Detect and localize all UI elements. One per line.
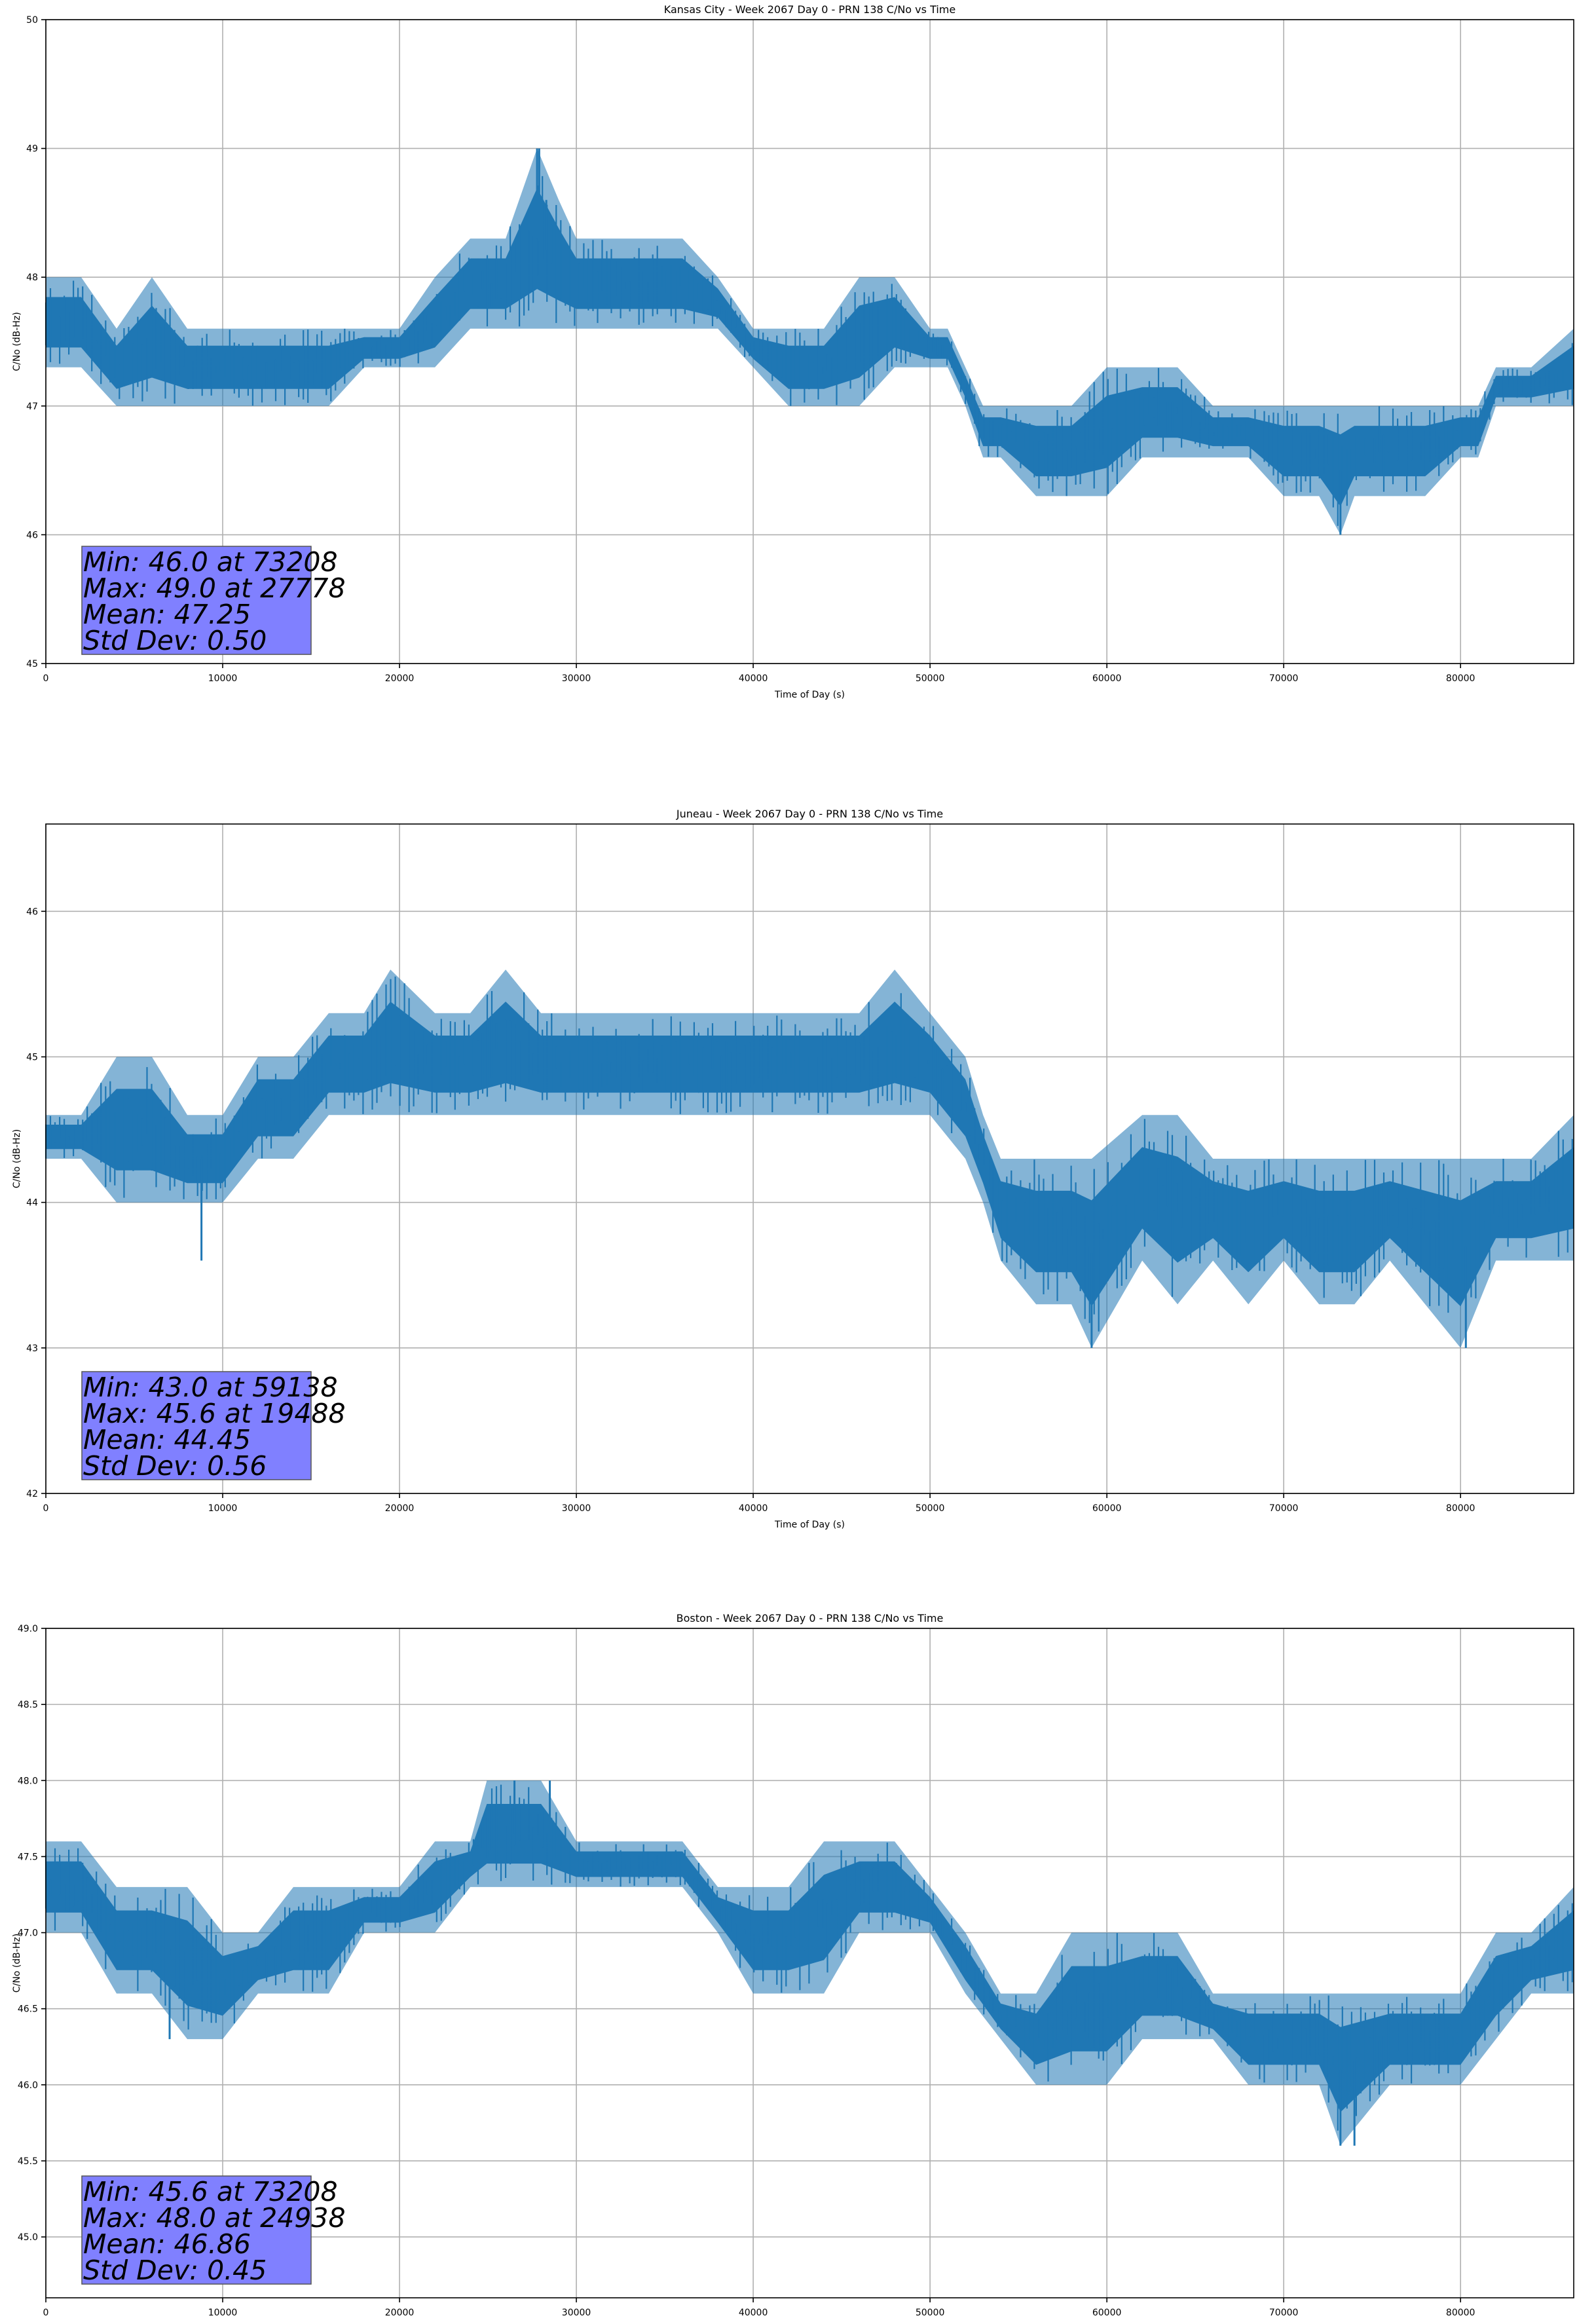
x-tick-label: 0 [43, 2308, 49, 2318]
axes-frame [45, 1628, 1574, 2298]
stats-line: Std Dev: 0.50 [83, 625, 267, 656]
y-tick-label: 46.0 [18, 2080, 38, 2091]
x-tick-label: 60000 [1092, 2308, 1122, 2318]
stats-box [81, 2175, 312, 2285]
y-tick-label: 46 [26, 530, 38, 540]
y-tick-label: 46 [26, 907, 38, 917]
stats-line: Max: 49.0 at 27778 [83, 572, 346, 604]
chart-title: Boston - Week 2067 Day 0 - PRN 138 C/No … [677, 1612, 944, 1624]
y-tick-label: 49 [26, 144, 38, 155]
x-tick-label: 20000 [385, 2308, 415, 2318]
x-tick-label: 40000 [739, 1503, 768, 1514]
axes-frame [45, 19, 1574, 664]
stats-line: Min: 45.6 at 73208 [83, 2176, 338, 2207]
x-tick-label: 70000 [1269, 673, 1299, 684]
y-tick-label: 45 [26, 659, 38, 669]
x-axis-label: Time of Day (s) [774, 1520, 845, 1530]
y-tick-label: 47 [26, 402, 38, 412]
x-tick-label: 60000 [1092, 1503, 1122, 1514]
x-tick-label: 80000 [1446, 673, 1475, 684]
stats-line: Max: 48.0 at 24938 [83, 2202, 346, 2234]
stats-line: Min: 43.0 at 59138 [83, 1372, 338, 1403]
y-axis-label: C/No (dB-Hz) [12, 1934, 22, 1993]
panels: 0 10000 20000 30000 40000 50000 60000 70000 8000… [12, 3, 1574, 2318]
x-tick-label: 80000 [1446, 2308, 1475, 2318]
stats-line: Std Dev: 0.56 [83, 1450, 267, 1482]
stats-box [81, 546, 312, 655]
stats-line: Mean: 47.25 [83, 599, 251, 630]
x-tick-label: 50000 [916, 673, 945, 684]
x-tick-label: 0 [43, 673, 49, 684]
chart-panel-1: 0 10000 20000 30000 40000 50000 60000 70000 8000… [12, 3, 1574, 700]
x-tick-label: 60000 [1092, 673, 1122, 684]
y-axis-label: C/No (dB-Hz) [12, 1129, 22, 1188]
x-tick-label: 50000 [916, 2308, 945, 2318]
x-tick-label: 30000 [562, 1503, 591, 1514]
y-tick-label: 49.0 [18, 1624, 38, 1634]
x-axis-label: Time of Day (s) [774, 690, 845, 700]
chart-title: Juneau - Week 2067 Day 0 - PRN 138 C/No … [676, 808, 943, 820]
x-tick-label: 70000 [1269, 2308, 1299, 2318]
x-tick-label: 70000 [1269, 1503, 1299, 1514]
axes-frame [45, 823, 1574, 1494]
stats-line: Max: 45.6 at 19488 [83, 1398, 346, 1429]
x-tick-label: 20000 [385, 673, 415, 684]
y-tick-label: 45 [26, 1052, 38, 1062]
x-tick-label: 10000 [208, 673, 238, 684]
stats-box [81, 1371, 312, 1480]
x-tick-label: 40000 [739, 673, 768, 684]
series-core [46, 1002, 1574, 1307]
y-tick-label: 47.0 [18, 1928, 38, 1939]
x-tick-label: 40000 [739, 2308, 768, 2318]
chart-panel-2: 0 10000 20000 30000 40000 50000 60000 70000 8000… [12, 808, 1574, 1530]
stats-line: Min: 46.0 at 73208 [83, 546, 338, 578]
y-tick-label: 48 [26, 272, 38, 283]
series-core [46, 188, 1574, 507]
stats-line: Mean: 44.45 [83, 1424, 251, 1455]
x-tick-label: 10000 [208, 2308, 238, 2318]
x-tick-label: 10000 [208, 1503, 238, 1514]
y-tick-label: 47.5 [18, 1852, 38, 1862]
chart-title: Kansas City - Week 2067 Day 0 - PRN 138 … [664, 3, 955, 16]
y-tick-label: 43 [26, 1343, 38, 1354]
y-tick-label: 50 [26, 15, 38, 26]
x-tick-label: 0 [43, 1503, 49, 1514]
y-tick-label: 48.5 [18, 1700, 38, 1710]
x-tick-label: 50000 [916, 1503, 945, 1514]
y-tick-label: 46.5 [18, 2004, 38, 2015]
x-tick-label: 30000 [562, 673, 591, 684]
x-tick-label: 80000 [1446, 1503, 1475, 1514]
y-tick-label: 44 [26, 1198, 38, 1209]
y-tick-label: 45.0 [18, 2232, 38, 2243]
y-tick-label: 48.0 [18, 1776, 38, 1786]
x-tick-label: 30000 [562, 2308, 591, 2318]
y-tick-label: 42 [26, 1489, 38, 1499]
y-axis-label: C/No (dB-Hz) [12, 312, 22, 371]
stats-line: Mean: 46.86 [83, 2228, 251, 2260]
y-tick-label: 45.5 [18, 2156, 38, 2167]
stats-line: Std Dev: 0.45 [83, 2255, 267, 2286]
chart-panel-3: 0 10000 20000 30000 40000 50000 60000 70000 8000… [12, 1612, 1574, 2318]
x-tick-label: 20000 [385, 1503, 415, 1514]
